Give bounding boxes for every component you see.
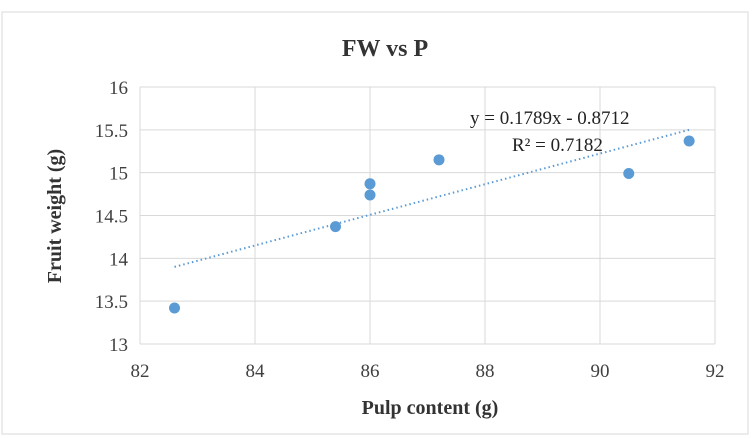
y-tick-label: 15 <box>109 164 128 185</box>
y-tick-label: 13 <box>109 335 128 356</box>
data-point <box>364 189 376 201</box>
data-point <box>683 135 695 147</box>
r-squared-label: R² = 0.7182 <box>512 135 603 156</box>
x-tick-label: 82 <box>131 361 150 382</box>
x-tick-label: 90 <box>591 361 610 382</box>
y-tick-label: 14.5 <box>95 207 128 228</box>
trendline-layer <box>174 128 690 268</box>
data-point <box>330 221 341 233</box>
y-tick-label: 14 <box>109 249 129 270</box>
y-axis-label: Fruit weight (g) <box>44 149 66 283</box>
x-tick-label: 84 <box>246 361 266 382</box>
x-tick-label: 86 <box>361 361 380 382</box>
chart-border <box>1 11 749 435</box>
data-point <box>623 168 635 180</box>
x-tick-label: 88 <box>476 361 495 382</box>
x-axis-label: Pulp content (g) <box>362 397 499 419</box>
trendline-equation: y = 0.1789x - 0.8712 <box>470 108 630 129</box>
data-point <box>169 302 180 314</box>
y-tick-label: 13.5 <box>95 292 128 313</box>
trendline <box>174 128 690 268</box>
tick-labels: 13 13.5 14 14.5 15 15.5 16 82 84 86 88 90 92 <box>95 78 725 382</box>
chart-title: FW vs P <box>342 36 428 62</box>
y-tick-label: 15.5 <box>95 121 128 142</box>
data-point <box>364 178 376 190</box>
y-tick-label: 16 <box>109 78 128 99</box>
data-point <box>433 154 445 166</box>
gridlines <box>139 86 716 345</box>
x-tick-label: 92 <box>706 361 725 382</box>
data-points <box>169 135 695 314</box>
